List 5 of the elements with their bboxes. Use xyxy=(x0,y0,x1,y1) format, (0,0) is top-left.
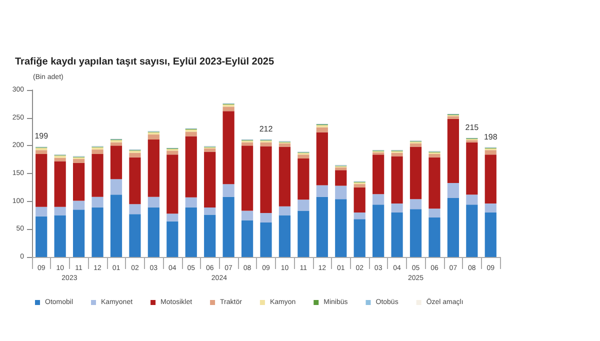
total-label: 212 xyxy=(259,124,274,134)
total-label: 199 xyxy=(34,132,49,141)
chart-title: Trafiğe kaydı yapılan taşıt sayısı, Eylül 2023-Eylül 2025 xyxy=(15,56,274,68)
total-label: 198 xyxy=(484,132,498,142)
total-label: 215 xyxy=(465,122,480,132)
